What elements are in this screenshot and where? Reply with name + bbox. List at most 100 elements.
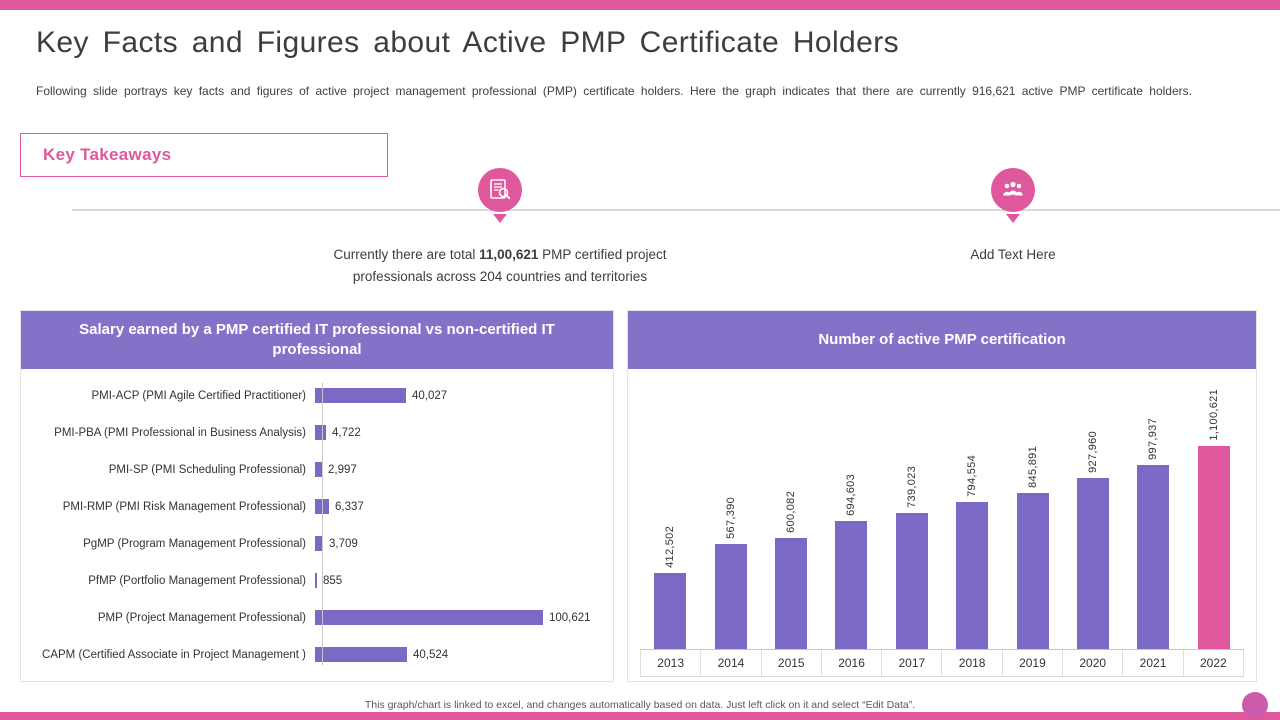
pmp-value-label: 412,502 bbox=[664, 526, 677, 568]
footer-note: This graph/chart is linked to excel, and… bbox=[364, 699, 916, 711]
salary-value-label: 40,524 bbox=[413, 648, 449, 661]
pmp-value-label: 794,554 bbox=[966, 455, 979, 497]
salary-value-label: 2,997 bbox=[328, 463, 357, 476]
pmp-chart-title: Number of active PMP certification bbox=[628, 311, 1256, 369]
pmp-bar[interactable] bbox=[956, 502, 989, 649]
top-accent-bar bbox=[0, 0, 1280, 10]
pmp-year-label: 2017 bbox=[882, 650, 943, 676]
pmp-bar-column: 567,390 bbox=[700, 497, 760, 649]
salary-bar-row: PgMP (Program Management Professional) 3,… bbox=[21, 525, 613, 562]
salary-bar-track: 100,621 bbox=[314, 610, 613, 626]
pmp-bar-column: 600,082 bbox=[761, 491, 821, 649]
salary-bar[interactable] bbox=[315, 647, 407, 662]
pmp-value-label: 1,100,621 bbox=[1207, 389, 1220, 441]
pmp-value-label: 600,082 bbox=[785, 491, 798, 533]
corner-dot bbox=[1242, 692, 1268, 718]
salary-category-label: PfMP (Portfolio Management Professional) bbox=[88, 574, 306, 587]
timeline-text-prefix: Currently there are total bbox=[333, 247, 480, 262]
salary-value-label: 855 bbox=[323, 574, 343, 587]
pmp-bar[interactable] bbox=[1197, 446, 1230, 649]
pmp-value-label: 997,937 bbox=[1147, 418, 1160, 460]
salary-bar-row: PMI-RMP (PMI Risk Management Professiona… bbox=[21, 488, 613, 525]
pmp-year-label: 2014 bbox=[701, 650, 762, 676]
pmp-bar-column: 927,960 bbox=[1063, 431, 1123, 649]
key-takeaways-box: Key Takeaways bbox=[20, 133, 388, 177]
pmp-value-label: 567,390 bbox=[724, 497, 737, 539]
salary-category-label: PMI-ACP (PMI Agile Certified Practitione… bbox=[91, 389, 306, 402]
key-takeaways-label: Key Takeaways bbox=[43, 145, 172, 164]
salary-bar-row: PfMP (Portfolio Management Professional)… bbox=[21, 562, 613, 599]
bottom-accent-bar bbox=[0, 712, 1280, 720]
salary-value-label: 6,337 bbox=[335, 500, 364, 513]
pmp-year-label: 2013 bbox=[640, 650, 702, 676]
pmp-bar[interactable] bbox=[1016, 493, 1049, 649]
pmp-bar[interactable] bbox=[895, 513, 928, 649]
pmp-bar[interactable] bbox=[1077, 478, 1110, 649]
pmp-chart-panel[interactable]: Number of active PMP certification 412,5… bbox=[627, 310, 1257, 682]
salary-bar[interactable] bbox=[315, 462, 322, 477]
salary-category-label: PMI-SP (PMI Scheduling Professional) bbox=[108, 463, 306, 476]
pmp-year-label: 2016 bbox=[822, 650, 883, 676]
pmp-year-label: 2021 bbox=[1123, 650, 1184, 676]
salary-bar[interactable] bbox=[315, 425, 326, 440]
timeline-node-2 bbox=[991, 168, 1035, 223]
salary-bar-track: 855 bbox=[314, 573, 613, 589]
pmp-chart-axis: 2013 2014 2015 2016 2017 2018 2019 2020 2021 2022 bbox=[640, 649, 1244, 677]
timeline-text-figure: 11,00,621 bbox=[479, 247, 539, 262]
pmp-bar-column: 845,891 bbox=[1002, 446, 1062, 649]
timeline-pointer bbox=[493, 214, 507, 223]
salary-category-label: PgMP (Program Management Professional) bbox=[83, 537, 306, 550]
pmp-value-label: 739,023 bbox=[905, 466, 918, 508]
page-title: Key Facts and Figures about Active PMP C… bbox=[36, 26, 900, 59]
salary-bar[interactable] bbox=[315, 536, 323, 551]
salary-chart-title: Salary earned by a PMP certified IT prof… bbox=[21, 311, 613, 369]
pmp-bar-column: 739,023 bbox=[882, 466, 942, 649]
add-text-placeholder[interactable]: Add Text Here bbox=[970, 247, 1056, 262]
salary-bar-row: PMI-PBA (PMI Professional in Business An… bbox=[21, 414, 613, 451]
salary-bar-track: 3,709 bbox=[314, 536, 613, 552]
pmp-bar[interactable] bbox=[714, 544, 747, 649]
salary-category-label: PMP (Project Management Professional) bbox=[97, 611, 306, 624]
timeline-node-1 bbox=[478, 168, 522, 223]
pmp-bar[interactable] bbox=[654, 573, 687, 649]
salary-bar[interactable] bbox=[315, 573, 317, 588]
salary-category-label: PMI-RMP (PMI Risk Management Professiona… bbox=[62, 500, 306, 513]
salary-category-label: CAPM (Certified Associate in Project Man… bbox=[42, 648, 306, 661]
salary-bar-track: 40,027 bbox=[314, 388, 613, 404]
timeline-text-suffix: PMP certified project professionals acro… bbox=[352, 247, 667, 284]
salary-category-label: PMI-PBA (PMI Professional in Business An… bbox=[54, 426, 306, 439]
salary-bar-row: PMI-SP (PMI Scheduling Professional) 2,99… bbox=[21, 451, 613, 488]
timeline-line bbox=[72, 209, 1280, 211]
pmp-year-label: 2018 bbox=[942, 650, 1003, 676]
pmp-chart-columns: 412,502 567,390 600,082 694,603 739,023 794,5… bbox=[640, 375, 1244, 649]
timeline-text-1: Currently there are total 11,00,621 PMP … bbox=[305, 244, 695, 287]
salary-bar[interactable] bbox=[315, 388, 406, 403]
salary-chart-panel[interactable]: Salary earned by a PMP certified IT prof… bbox=[20, 310, 614, 682]
pmp-bar-column: 1,100,621 bbox=[1184, 389, 1244, 649]
pmp-value-label: 927,960 bbox=[1087, 431, 1100, 473]
salary-value-label: 3,709 bbox=[329, 537, 358, 550]
timeline-pointer bbox=[1006, 214, 1020, 223]
salary-bar[interactable] bbox=[315, 610, 543, 625]
pmp-bar[interactable] bbox=[1137, 465, 1170, 649]
people-group-icon bbox=[991, 168, 1035, 212]
document-search-icon bbox=[478, 168, 522, 212]
salary-value-label: 4,722 bbox=[332, 426, 361, 439]
slide-subtitle: Following slide portrays key facts and f… bbox=[36, 84, 1192, 98]
salary-value-label: 40,027 bbox=[412, 389, 448, 402]
pmp-bar[interactable] bbox=[835, 521, 868, 649]
pmp-bar-column: 997,937 bbox=[1123, 418, 1183, 649]
pmp-value-label: 845,891 bbox=[1026, 446, 1039, 488]
salary-bar-track: 6,337 bbox=[314, 499, 613, 515]
salary-bar-track: 40,524 bbox=[314, 647, 613, 663]
pmp-bar-column: 794,554 bbox=[942, 455, 1002, 649]
pmp-year-label: 2015 bbox=[762, 650, 822, 676]
salary-chart-axis-line bbox=[322, 383, 323, 665]
pmp-bar[interactable] bbox=[775, 538, 808, 649]
pmp-year-label: 2022 bbox=[1184, 650, 1244, 676]
salary-bar-row: CAPM (Certified Associate in Project Man… bbox=[21, 636, 613, 673]
pmp-year-label: 2019 bbox=[1003, 650, 1064, 676]
pmp-bar-column: 412,502 bbox=[640, 526, 700, 649]
salary-chart-rows: PMI-ACP (PMI Agile Certified Practitione… bbox=[21, 369, 613, 683]
pmp-value-label: 694,603 bbox=[845, 474, 858, 516]
